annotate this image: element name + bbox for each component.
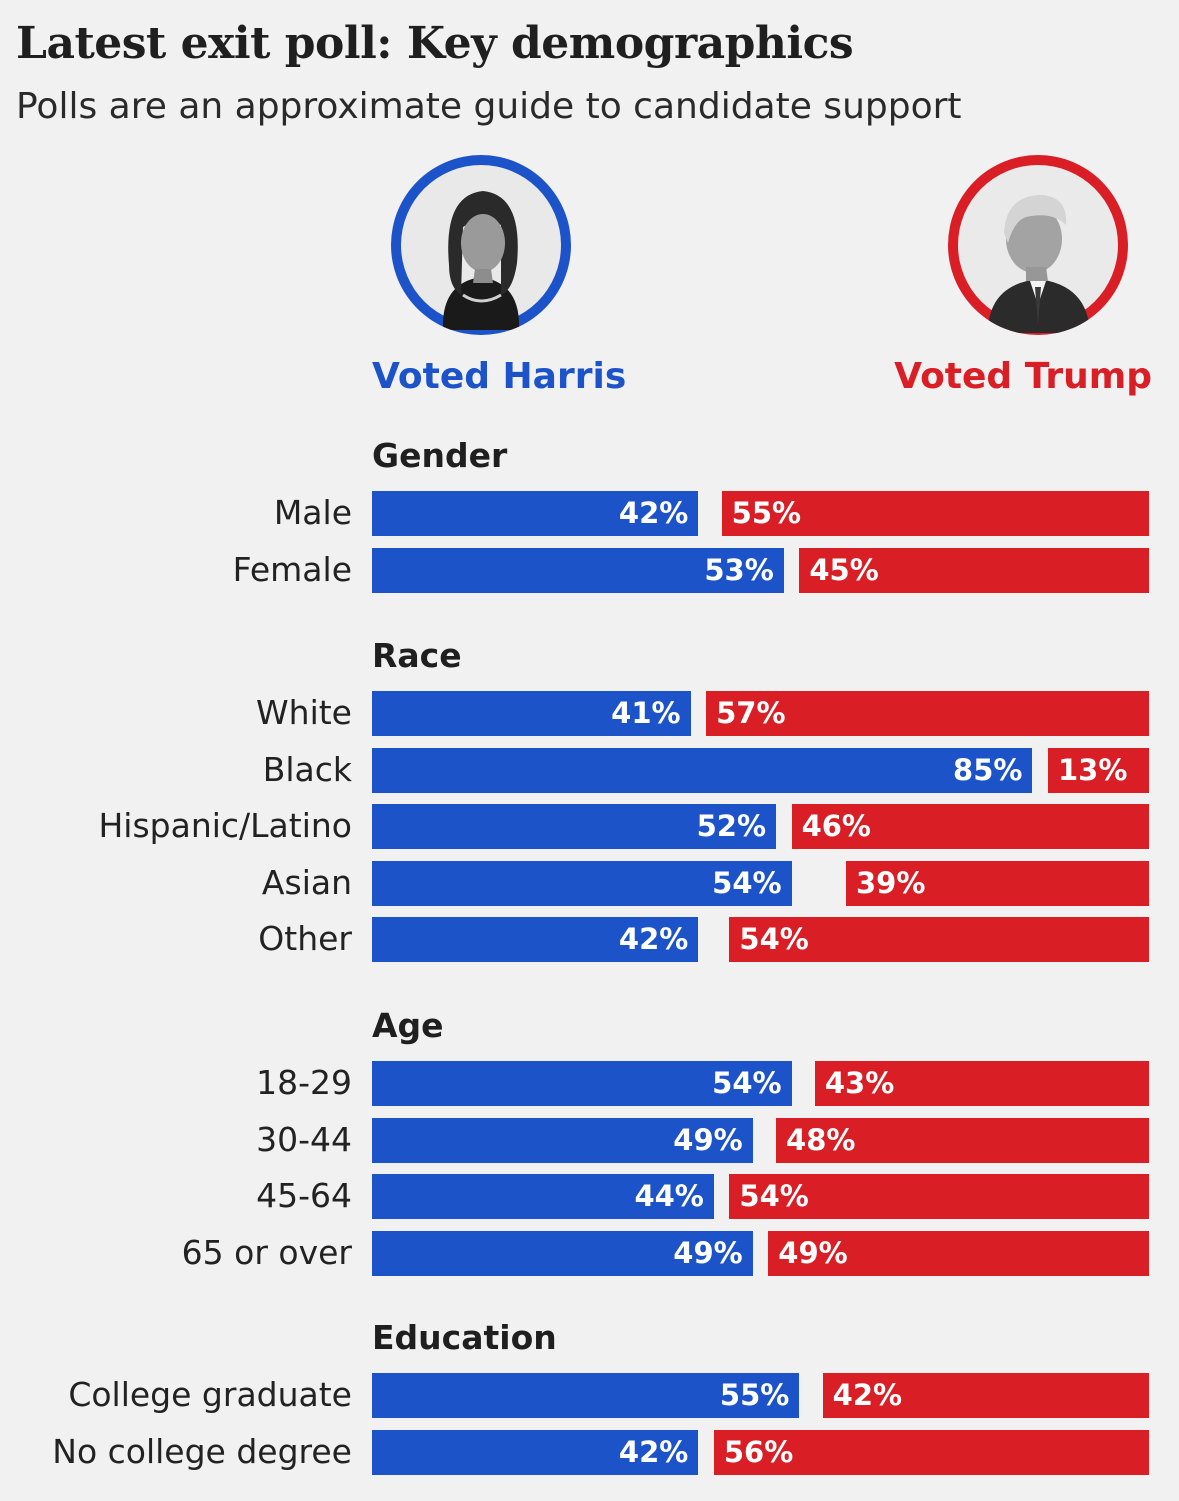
- bar-trump-asian: 39%: [845, 860, 1149, 906]
- row-label-18-29: 18-29: [256, 1063, 352, 1102]
- legend-harris: Voted Harris: [372, 356, 627, 397]
- bar-harris-other: 42%: [372, 917, 699, 962]
- trump-portrait: [948, 155, 1128, 335]
- bar-harris-white: 41%: [372, 691, 691, 736]
- section-title-gender: Gender: [372, 436, 508, 475]
- row-label-male: Male: [273, 493, 352, 532]
- row-label-college-graduate: College graduate: [68, 1375, 352, 1414]
- bar-harris-college-graduate: 55%: [372, 1373, 800, 1418]
- section-title-age: Age: [372, 1006, 444, 1045]
- section-title-education: Education: [372, 1318, 557, 1357]
- bar-trump-hispanic-latino: 46%: [791, 804, 1149, 849]
- bar-trump-college-graduate: 42%: [822, 1373, 1149, 1418]
- row-label-white: White: [256, 693, 352, 732]
- row-label-45-64: 45-64: [256, 1176, 352, 1215]
- row-label-30-44: 30-44: [256, 1119, 352, 1159]
- bar-harris-18-29: 54%: [372, 1061, 792, 1106]
- bar-harris-asian: 54%: [372, 860, 792, 906]
- bar-trump-black: 13%: [1047, 747, 1149, 793]
- section-title-race: Race: [372, 636, 462, 675]
- bar-trump-male: 55%: [721, 491, 1149, 536]
- row-label-female: Female: [232, 549, 352, 589]
- bar-harris-female: 53%: [372, 547, 784, 593]
- bar-trump-female: 45%: [799, 547, 1149, 593]
- bar-trump-18-29: 43%: [814, 1061, 1149, 1106]
- bar-trump-white: 57%: [706, 691, 1149, 736]
- bar-harris-45-64: 44%: [372, 1174, 714, 1219]
- trump-portrait-icon: [958, 165, 1118, 333]
- harris-portrait-icon: [401, 165, 561, 330]
- bar-trump-other: 54%: [729, 917, 1149, 962]
- chart-subtitle: Polls are an approximate guide to candid…: [16, 86, 962, 127]
- bar-harris-male: 42%: [372, 491, 699, 536]
- bar-harris-65-or-over: 49%: [372, 1230, 753, 1276]
- harris-portrait: [391, 155, 571, 335]
- chart-title: Latest exit poll: Key demographics: [16, 18, 854, 69]
- bar-harris-black: 85%: [372, 747, 1033, 793]
- bar-harris-no-college-degree: 42%: [372, 1429, 699, 1475]
- row-label-asian: Asian: [261, 862, 352, 902]
- legend-trump: Voted Trump: [894, 356, 1152, 397]
- row-label-black: Black: [262, 749, 352, 789]
- bar-harris-30-44: 49%: [372, 1117, 753, 1163]
- bar-trump-65-or-over: 49%: [768, 1230, 1149, 1276]
- row-label-other: Other: [258, 919, 352, 958]
- bar-trump-no-college-degree: 56%: [713, 1429, 1149, 1475]
- bar-trump-30-44: 48%: [776, 1117, 1149, 1163]
- bar-harris-hispanic-latino: 52%: [372, 804, 777, 849]
- row-label-65-or-over: 65 or over: [181, 1232, 352, 1272]
- row-label-no-college-degree: No college degree: [52, 1431, 352, 1471]
- bar-trump-45-64: 54%: [729, 1174, 1149, 1219]
- row-label-hispanic-latino: Hispanic/Latino: [98, 806, 352, 845]
